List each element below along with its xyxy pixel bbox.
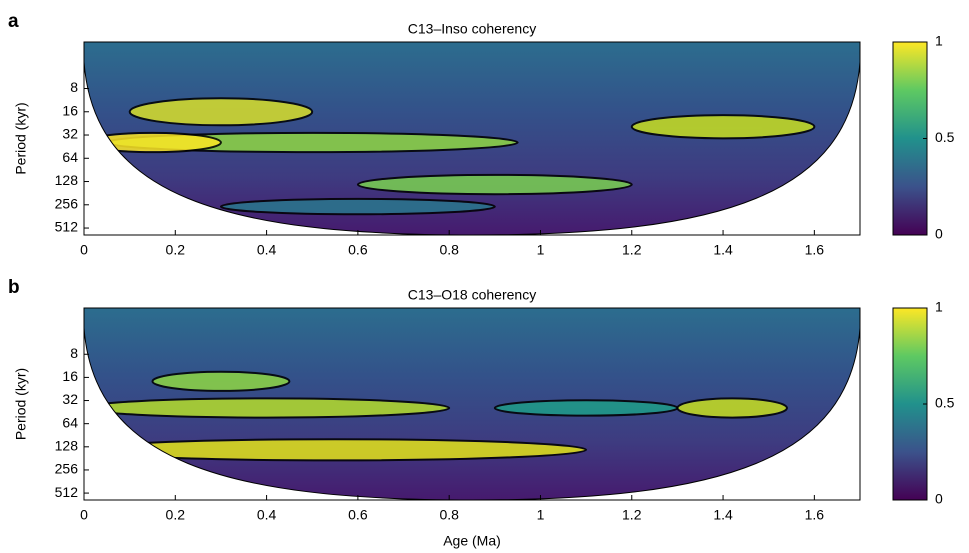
x-tick-label: 0.4 <box>257 242 277 258</box>
x-tick-label: 1.6 <box>805 507 825 523</box>
x-tick-label: 0.6 <box>348 242 368 258</box>
x-tick-label: 0.8 <box>439 507 459 523</box>
colorbar <box>892 41 928 236</box>
heatmap <box>84 308 860 500</box>
x-tick-label: 0.4 <box>257 507 277 523</box>
y-tick-label: 512 <box>55 219 79 235</box>
heatmap <box>84 42 860 235</box>
plot-frame <box>83 307 861 501</box>
colorbar-tick-label: 0 <box>935 491 943 507</box>
y-tick-label: 16 <box>62 368 78 384</box>
colorbar-tick-label: 1 <box>935 299 943 315</box>
x-tick-label: 1.6 <box>805 242 825 258</box>
coherence-region <box>356 173 633 196</box>
x-tick-label: 1 <box>537 507 545 523</box>
x-tick-label: 1.4 <box>713 507 733 523</box>
x-tick-label: 1.4 <box>713 242 733 258</box>
y-tick-label: 256 <box>55 461 79 477</box>
y-tick-label: 64 <box>62 149 78 165</box>
y-tick-label: 32 <box>62 391 78 407</box>
colorbar-tick-label: 0.5 <box>935 129 955 145</box>
colorbar-tick-label: 0 <box>935 226 943 242</box>
coherence-region <box>84 397 451 419</box>
coherence-region <box>151 370 291 392</box>
panel-label: a <box>8 11 19 32</box>
y-tick-label: 16 <box>62 102 78 118</box>
y-tick-label: 32 <box>62 126 78 142</box>
y-axis-label: Period (kyr) <box>13 102 29 174</box>
coherence-region <box>676 397 788 419</box>
x-tick-label: 0 <box>80 242 88 258</box>
chart-title: C13–O18 coherency <box>408 287 536 303</box>
coherence-region <box>84 131 222 154</box>
x-tick-label: 1 <box>537 242 545 258</box>
y-axis-label: Period (kyr) <box>13 368 29 440</box>
panel-label: b <box>8 277 20 298</box>
x-tick-label: 1.2 <box>622 507 642 523</box>
x-tick-label: 0.2 <box>166 242 186 258</box>
y-tick-label: 8 <box>70 345 78 361</box>
colorbar <box>892 307 928 501</box>
chart-title: C13–Inso coherency <box>408 21 536 37</box>
x-tick-label: 0.8 <box>439 242 459 258</box>
x-tick-label: 1.2 <box>622 242 642 258</box>
y-tick-label: 512 <box>55 484 79 500</box>
coherence-region <box>128 97 314 127</box>
plot-frame <box>83 41 861 236</box>
panel: b C13–O18 coherency Period (kyr) Age (Ma) 8 1… <box>8 277 955 549</box>
coherence-region <box>493 399 679 417</box>
coherence-region <box>630 114 816 140</box>
coherence-region <box>219 197 496 216</box>
y-tick-label: 8 <box>70 79 78 95</box>
colorbar-tick-label: 0.5 <box>935 395 955 411</box>
x-axis-label: Age (Ma) <box>443 533 501 549</box>
y-tick-label: 64 <box>62 414 78 430</box>
x-tick-label: 0.6 <box>348 507 368 523</box>
x-tick-label: 0.2 <box>166 507 186 523</box>
colorbar-tick-label: 1 <box>935 33 943 49</box>
y-tick-label: 256 <box>55 195 79 211</box>
x-tick-label: 0 <box>80 507 88 523</box>
y-tick-label: 128 <box>55 438 79 454</box>
y-tick-label: 128 <box>55 172 79 188</box>
